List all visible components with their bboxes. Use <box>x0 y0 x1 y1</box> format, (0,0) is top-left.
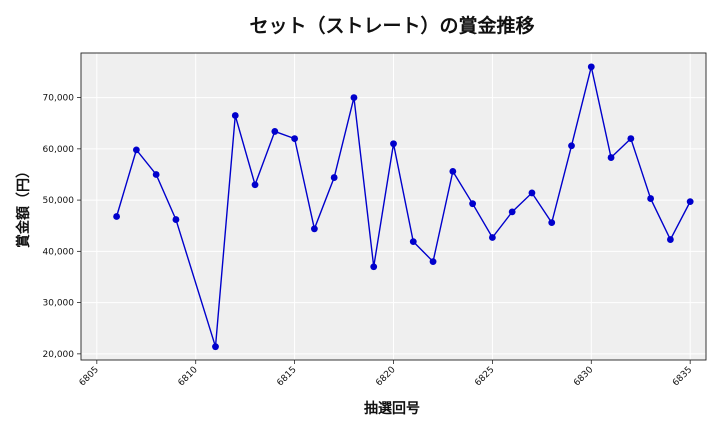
data-point <box>310 225 318 233</box>
y-tick-label: 20,000 <box>43 350 75 360</box>
x-tick-label: 6830 <box>572 365 595 388</box>
data-point <box>251 181 259 189</box>
data-point <box>390 140 397 148</box>
y-tick-label: 40,000 <box>43 247 75 257</box>
chart-title: セット（ストレート）の賞金推移 <box>249 14 534 37</box>
data-point <box>409 238 417 246</box>
data-point <box>469 200 477 208</box>
data-point <box>132 146 140 154</box>
data-point <box>568 142 575 150</box>
grid <box>81 53 706 360</box>
data-points <box>113 63 694 351</box>
data-point <box>627 135 635 142</box>
data-point <box>370 263 378 271</box>
data-point <box>172 216 180 223</box>
x-tick-label: 6805 <box>78 365 101 388</box>
data-point <box>212 343 219 351</box>
data-point <box>152 171 160 178</box>
x-tick-label: 6820 <box>374 365 397 388</box>
data-point <box>231 112 239 119</box>
data-point <box>488 234 496 241</box>
data-point <box>548 219 556 227</box>
y-tick-label: 50,000 <box>43 196 75 206</box>
data-point <box>587 63 595 71</box>
y-axis-ticks: 20,000 30,000 40,000 50,000 60,000 70,000 <box>43 94 81 360</box>
data-point <box>666 236 674 243</box>
x-tick-label: 6825 <box>473 365 496 388</box>
data-point <box>449 167 457 175</box>
data-point <box>508 208 516 216</box>
x-tick-label: 6815 <box>275 365 298 388</box>
y-tick-label: 70,000 <box>43 94 75 104</box>
y-tick-label: 60,000 <box>43 145 75 155</box>
y-axis-label: 賞金額（円） <box>15 164 32 248</box>
data-point <box>686 198 694 206</box>
x-axis-ticks: 6805 6810 6815 6820 6825 6830 6835 <box>78 360 694 388</box>
y-tick-label: 30,000 <box>43 299 75 309</box>
data-point <box>330 174 338 181</box>
x-axis-label: 抽選回号 <box>364 400 420 417</box>
data-point <box>528 189 536 197</box>
data-point <box>271 128 279 135</box>
data-point <box>429 258 437 265</box>
data-point <box>350 94 358 101</box>
data-point <box>647 195 655 202</box>
data-point <box>291 135 299 142</box>
x-tick-label: 6810 <box>177 365 200 388</box>
data-point <box>113 213 121 220</box>
x-tick-label: 6835 <box>671 365 694 388</box>
data-point <box>607 154 615 161</box>
